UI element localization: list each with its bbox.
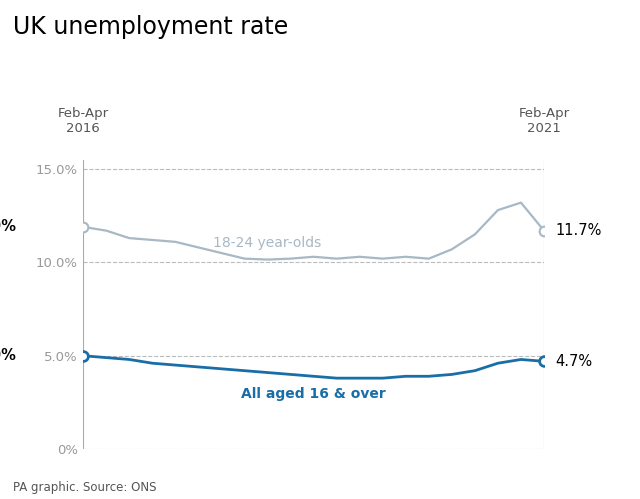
Text: UK unemployment rate: UK unemployment rate	[13, 15, 288, 39]
Text: All aged 16 & over: All aged 16 & over	[241, 387, 386, 401]
Text: Feb-Apr
2016: Feb-Apr 2016	[58, 107, 109, 135]
Text: Feb-Apr
2021: Feb-Apr 2021	[518, 107, 570, 135]
Text: 5.0%: 5.0%	[0, 348, 17, 363]
Text: 18-24 year-olds: 18-24 year-olds	[213, 236, 322, 250]
Text: PA graphic. Source: ONS: PA graphic. Source: ONS	[13, 481, 156, 494]
Text: 11.7%: 11.7%	[555, 223, 602, 238]
Text: 11.9%: 11.9%	[0, 220, 17, 235]
Text: 4.7%: 4.7%	[555, 354, 592, 369]
